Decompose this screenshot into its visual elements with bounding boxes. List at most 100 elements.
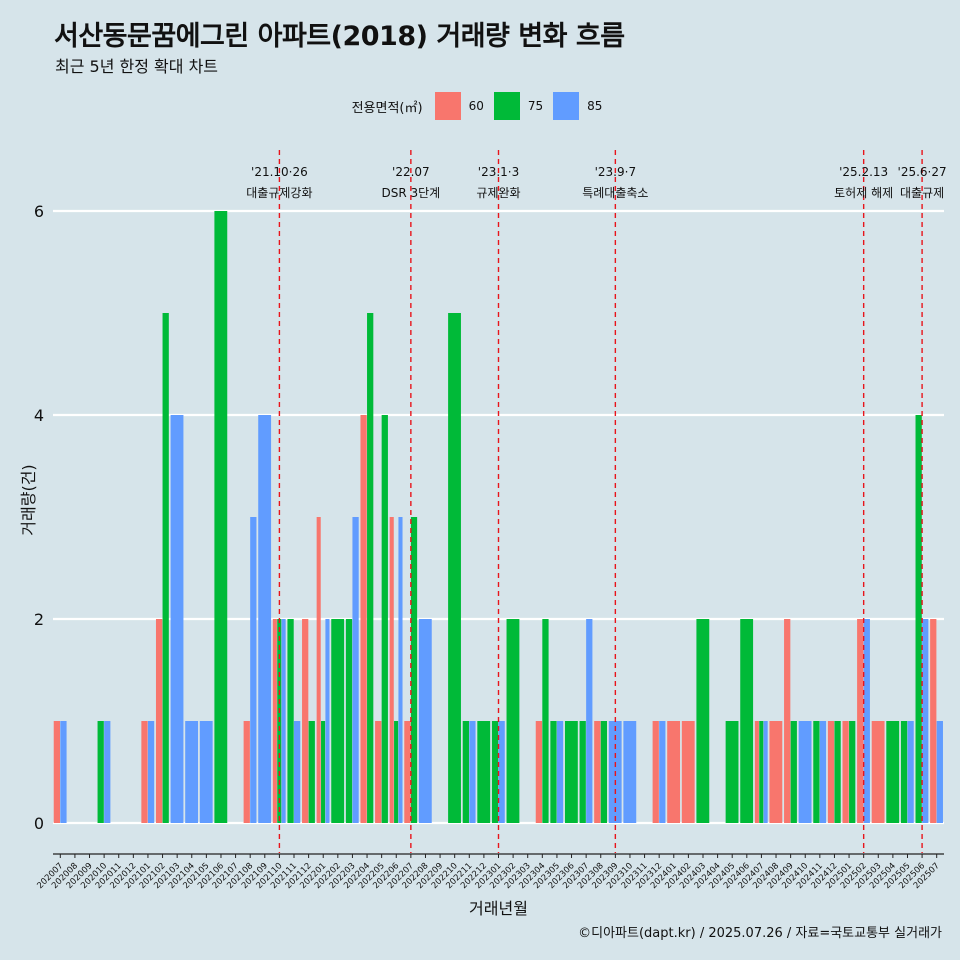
bar-75-202204 bbox=[367, 313, 374, 823]
event-date-202309: '23.9·7 bbox=[595, 165, 636, 179]
bar-85-202103 bbox=[170, 415, 184, 823]
legend-item-60: 60 bbox=[434, 92, 490, 120]
bar-60-202101 bbox=[141, 721, 148, 823]
bar-85-202208 bbox=[418, 619, 432, 823]
bar-60-202402 bbox=[681, 721, 695, 823]
y-axis-title: 거래량(건) bbox=[19, 464, 38, 535]
event-label-202309: 특례대출축소 bbox=[582, 186, 648, 200]
bar-60-202507 bbox=[930, 619, 937, 823]
bar-60-202204 bbox=[360, 415, 367, 823]
bar-85-202506 bbox=[922, 619, 929, 823]
bar-85-202301 bbox=[498, 721, 505, 823]
bar-85-202203 bbox=[352, 517, 359, 823]
bar-75-202505 bbox=[900, 721, 908, 823]
bar-85-202206 bbox=[398, 517, 403, 823]
bar-85-202104 bbox=[185, 721, 199, 823]
bar-60-202502 bbox=[857, 619, 864, 823]
bar-60-202102 bbox=[155, 619, 163, 823]
event-label-202110: 대출규제강화 bbox=[246, 186, 312, 200]
bar-60-202503 bbox=[871, 721, 885, 823]
bar-75-202111 bbox=[287, 619, 294, 823]
bar-60-202112 bbox=[302, 619, 309, 823]
bar-85-202101 bbox=[147, 721, 155, 823]
y-tick-label: 6 bbox=[34, 202, 44, 221]
legend-label-60: 60 bbox=[468, 99, 484, 113]
bar-85-202010 bbox=[104, 721, 111, 823]
bar-85-202108 bbox=[250, 517, 257, 823]
legend-key-85 bbox=[553, 92, 580, 120]
bar-60-202201 bbox=[316, 517, 321, 823]
bar-60-202110 bbox=[272, 619, 277, 823]
bar-75-202403 bbox=[696, 619, 710, 823]
bar-75-202306 bbox=[564, 721, 578, 823]
event-date-202207: '22.07 bbox=[392, 165, 430, 179]
legend-item-85: 85 bbox=[553, 92, 608, 120]
bar-75-202207 bbox=[410, 517, 418, 823]
bar-75-202308 bbox=[600, 721, 608, 823]
bar-85-202312 bbox=[659, 721, 666, 823]
bar-60-202207 bbox=[404, 721, 411, 823]
bar-75-202302 bbox=[506, 619, 520, 823]
bar-60-202206 bbox=[389, 517, 394, 823]
bar-75-202405 bbox=[725, 721, 739, 823]
event-label-202301: 규제완화 bbox=[476, 186, 520, 200]
event-label-202502: 토허제 해제 bbox=[834, 186, 893, 200]
bar-60-202409 bbox=[784, 619, 791, 823]
bar-75-202301 bbox=[491, 721, 499, 823]
bar-75-202504 bbox=[886, 721, 900, 823]
bar-75-202305 bbox=[550, 721, 557, 823]
bar-75-202212 bbox=[477, 721, 491, 823]
bar-75-202411 bbox=[813, 721, 820, 823]
bar-85-202109 bbox=[258, 415, 272, 823]
bar-85-202407 bbox=[763, 721, 768, 823]
bar-60-202312 bbox=[652, 721, 659, 823]
event-date-202301: '23.1·3 bbox=[478, 165, 519, 179]
chart-title: 서산동문꿈에그린 아파트(2018) 거래량 변화 흐름 bbox=[54, 21, 625, 52]
legend: 전용면적(㎡) 60 75 85 bbox=[0, 92, 960, 120]
bar-75-202412 bbox=[834, 721, 841, 823]
bar-75-202203 bbox=[345, 619, 353, 823]
bar-75-202201 bbox=[321, 721, 326, 823]
bar-75-202211 bbox=[462, 721, 469, 823]
bar-85-202105 bbox=[199, 721, 213, 823]
bar-75-202206 bbox=[394, 721, 399, 823]
legend-label-85: 85 bbox=[587, 99, 603, 113]
bar-60-202007 bbox=[53, 721, 61, 823]
bar-75-202205 bbox=[381, 415, 388, 823]
bar-60-202304 bbox=[535, 721, 543, 823]
event-date-202502: '25.2.13 bbox=[839, 165, 888, 179]
source-caption: ©디아파트(dapt.kr) / 2025.07.26 / 자료=국토교통부 실… bbox=[578, 926, 942, 941]
legend-title: 전용면적(㎡) bbox=[351, 100, 423, 116]
event-date-202110: '21.10·26 bbox=[251, 165, 308, 179]
event-date-202506: '25.6·27 bbox=[898, 165, 947, 179]
bar-85-202110 bbox=[281, 619, 286, 823]
chart-subtitle: 최근 5년 한정 확대 차트 bbox=[55, 57, 219, 76]
bar-75-202406 bbox=[740, 619, 754, 823]
bar-60-202408 bbox=[769, 721, 783, 823]
bar-85-202411 bbox=[819, 721, 827, 823]
bar-85-202310 bbox=[623, 721, 637, 823]
bar-60-202108 bbox=[243, 721, 250, 823]
bar-75-202407 bbox=[759, 721, 764, 823]
bar-75-202010 bbox=[97, 721, 104, 823]
bar-75-202210 bbox=[448, 313, 461, 823]
bar-75-202501 bbox=[849, 721, 856, 823]
legend-key-60 bbox=[434, 92, 461, 120]
bar-85-202507 bbox=[936, 721, 943, 823]
bar-75-202202 bbox=[331, 619, 345, 823]
bar-85-202111 bbox=[294, 721, 301, 823]
y-tick-label: 0 bbox=[34, 814, 44, 833]
bar-85-202305 bbox=[556, 721, 564, 823]
bar-75-202102 bbox=[162, 313, 169, 823]
bar-85-202211 bbox=[469, 721, 476, 823]
bar-85-202410 bbox=[798, 721, 812, 823]
legend-item-75: 75 bbox=[493, 92, 549, 120]
bar-60-202501 bbox=[842, 721, 849, 823]
bar-60-202401 bbox=[667, 721, 681, 823]
bar-60-202412 bbox=[827, 721, 835, 823]
legend-label-75: 75 bbox=[527, 99, 544, 113]
bar-85-202505 bbox=[907, 721, 914, 823]
bar-85-202502 bbox=[863, 619, 870, 823]
bar-75-202304 bbox=[542, 619, 549, 823]
